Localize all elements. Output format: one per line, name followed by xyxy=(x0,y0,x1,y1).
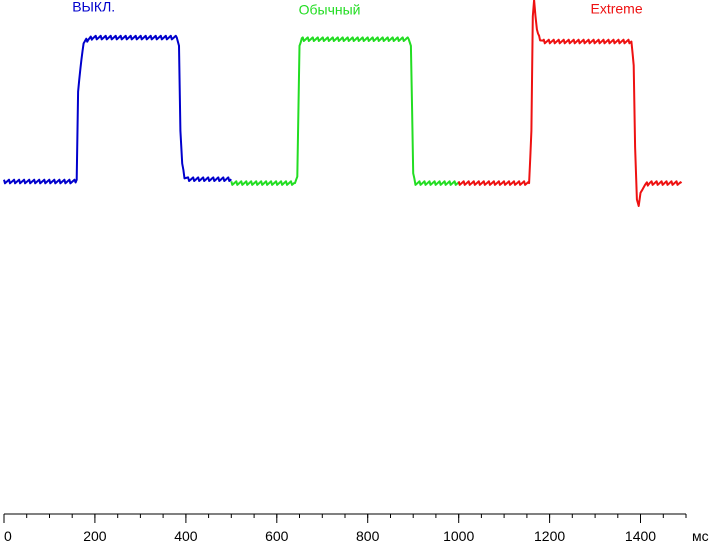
series-label-0: ВЫКЛ. xyxy=(72,0,115,14)
series-line-0 xyxy=(3,34,232,185)
x-tick-label: 1400 xyxy=(625,528,656,543)
x-tick-label: 1000 xyxy=(443,528,474,543)
x-tick-label: 400 xyxy=(174,528,198,543)
series-line-2 xyxy=(457,0,683,207)
unit-label: мс xyxy=(692,528,709,543)
series-label-1: Обычный xyxy=(299,2,361,18)
x-axis: 0 200 400 600 800 1000 1200 1400 xyxy=(3,513,687,543)
series-line-1 xyxy=(230,36,459,186)
series-label-2: Extreme xyxy=(591,1,643,17)
x-tick-label: 0 xyxy=(4,528,12,543)
x-tick-label: 600 xyxy=(265,528,289,543)
x-tick-label: 1200 xyxy=(534,528,565,543)
series-labels: ВЫКЛ. Обычный Extreme xyxy=(72,0,643,18)
series-layer xyxy=(3,0,683,207)
x-tick-label: 800 xyxy=(356,528,380,543)
x-tick-label: 200 xyxy=(83,528,107,543)
